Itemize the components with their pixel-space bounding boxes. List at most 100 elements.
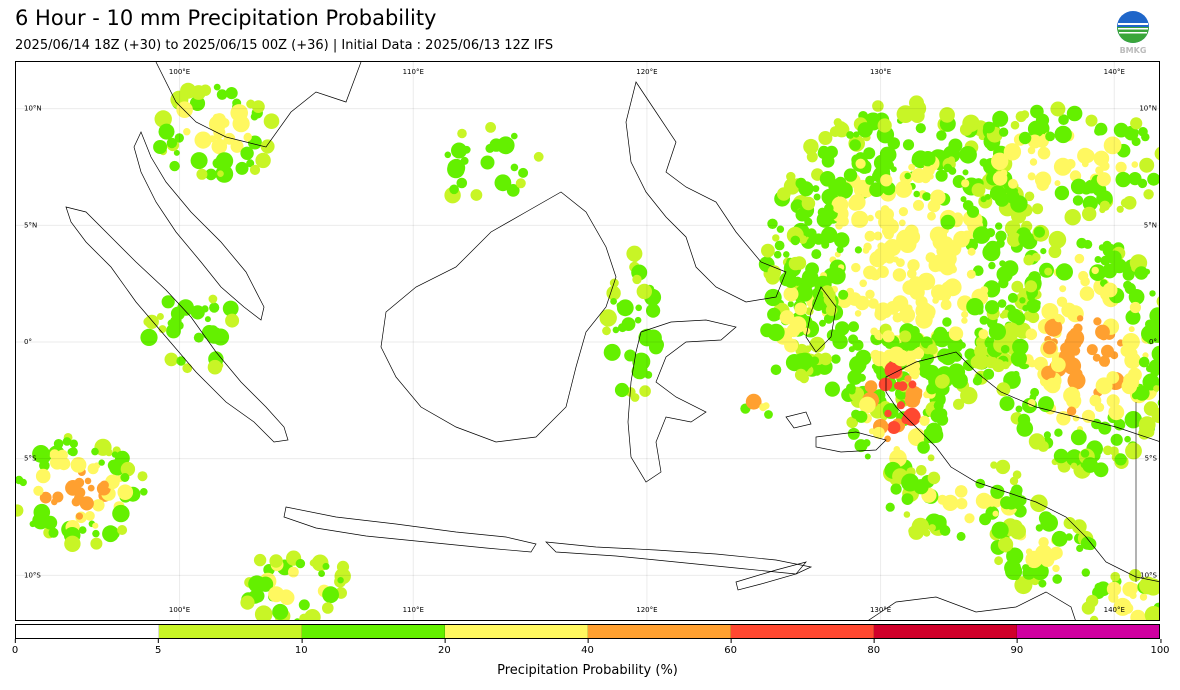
precip-cell [813,193,821,201]
lon-label: 100°E [169,606,190,614]
precip-cell [854,246,863,254]
precip-cell [196,168,208,180]
colorbar-ticks: 0 5 10 20 40 60 80 90 100 [12,639,1170,659]
precip-cell [204,316,211,323]
precip-cell [835,321,850,336]
precip-cell [792,256,807,270]
precip-cell [854,439,868,453]
precip-cell [1094,122,1108,136]
precip-cell [1094,256,1102,263]
precip-cell [67,448,75,456]
precip-cell [62,437,72,446]
precip-cell [907,280,924,297]
precip-cell [994,556,1003,566]
precip-cell [1066,105,1083,122]
precip-cell [868,428,876,435]
precip-cell [1063,517,1076,530]
precip-cell [243,132,252,141]
precip-cell [992,359,1005,373]
precip-cell [813,368,821,376]
precip-cell [959,146,977,164]
precip-cell [1032,203,1044,215]
precip-cell [923,529,931,537]
precip-cell [614,382,630,398]
precip-cell [1027,134,1042,149]
precip-cell [1106,394,1120,408]
precip-cell [161,295,175,309]
precip-cell [899,307,916,323]
precip-cell [1011,280,1024,293]
precip-cell [158,325,167,334]
precip-cell [207,325,219,337]
precip-cell [990,484,1005,499]
precip-cell [457,128,467,139]
precip-cell [1080,149,1095,163]
precip-cell [935,169,948,182]
precip-cell [1080,536,1094,550]
precip-cell [213,83,221,91]
precip-cell [917,441,930,454]
precip-cell [19,478,27,487]
halmahera-outline [805,286,837,353]
precip-cell [1113,418,1126,431]
lat-label: 10°N [24,105,42,113]
precip-cell [810,356,820,366]
precip-cell [991,152,1009,170]
precip-cell [1027,120,1045,138]
precip-cell [890,483,902,495]
precip-cell [252,100,265,113]
precip-cell [1007,292,1018,303]
precip-cell [852,339,864,351]
precip-cell [935,374,949,389]
precip-cell [1018,231,1035,248]
precip-cell [851,210,869,228]
precip-cell [1070,462,1078,470]
precip-cell [1115,171,1131,188]
precip-cell [895,180,913,198]
precip-cell [1000,344,1010,354]
lat-label: 0° [1149,338,1157,346]
precip-cell [783,286,799,302]
colorbar-segment [588,625,731,638]
precip-cell [904,375,912,383]
precip-cell [1149,618,1156,620]
precip-cell [980,196,987,203]
precip-cell [1107,250,1122,265]
precip-cell [943,163,953,173]
precip-cell [449,184,459,195]
precip-cell [1082,206,1097,222]
precip-cell [983,121,995,134]
precip-cell [246,159,255,168]
precip-cell [927,344,938,355]
precip-cell [951,351,963,362]
precip-cell [602,326,611,336]
precip-cell [631,254,639,263]
precip-cell [1027,399,1036,407]
precip-cell [176,356,186,366]
precip-cell [1051,530,1068,547]
precip-cell [915,123,926,134]
precip-cell [1091,266,1099,275]
precip-cell [1012,470,1022,480]
coastline-layer [65,62,1159,620]
precip-cell [636,283,652,300]
precip-cell [867,214,874,222]
precip-cell [869,250,886,268]
precip-cell [253,553,267,567]
precip-cell [819,319,826,327]
precip-cell [897,381,908,392]
precip-cell [982,243,1001,262]
precip-cell [208,115,227,133]
lon-label: 110°E [403,606,424,614]
map-canvas: 100°E 110°E 120°E 130°E 140°E 100°E 110°E 120°… [16,62,1159,620]
precip-cell [1103,136,1122,155]
precip-cell [249,164,261,175]
precip-cell [884,409,892,418]
precip-cell [1024,191,1035,202]
precip-cell [795,284,814,302]
precip-cell [996,266,1013,283]
precip-cell [988,500,996,507]
precip-cell [939,525,951,536]
precip-cell [1033,226,1045,238]
sulawesi-outline [627,319,737,483]
